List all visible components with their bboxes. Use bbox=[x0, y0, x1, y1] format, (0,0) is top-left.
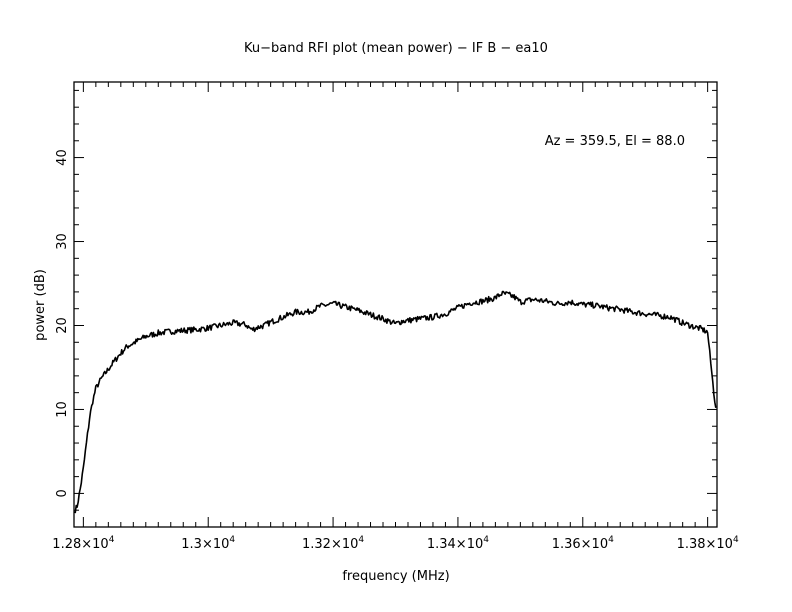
x-tick-label: 1.34×104 bbox=[427, 535, 489, 552]
x-tick-label: 1.38×104 bbox=[677, 535, 739, 552]
y-tick-label: 40 bbox=[55, 149, 70, 166]
az-el-annotation: Az = 359.5, El = 88.0 bbox=[545, 134, 685, 149]
chart-title: Ku−band RFI plot (mean power) − IF B − e… bbox=[244, 41, 548, 56]
y-axis-tick-labels: 0 10 20 30 40 bbox=[55, 149, 70, 497]
power-series-line bbox=[74, 290, 717, 514]
x-tick-label: 1.28×104 bbox=[52, 535, 114, 552]
y-tick-label: 0 bbox=[55, 489, 70, 497]
y-tick-label: 20 bbox=[55, 317, 70, 334]
y-tick-label: 30 bbox=[55, 233, 70, 250]
x-tick-label: 1.3×104 bbox=[181, 535, 235, 552]
x-axis-label: frequency (MHz) bbox=[342, 569, 449, 584]
x-tick-label: 1.32×104 bbox=[302, 535, 364, 552]
x-axis-tick-labels: 1.28×104 1.3×104 1.32×104 1.34×104 1.36×104 1… bbox=[52, 535, 739, 552]
x-tick-label: 1.36×104 bbox=[552, 535, 614, 552]
y-tick-label: 10 bbox=[55, 401, 70, 418]
y-axis-label: power (dB) bbox=[33, 269, 48, 341]
x-axis-ticks bbox=[82, 82, 709, 527]
